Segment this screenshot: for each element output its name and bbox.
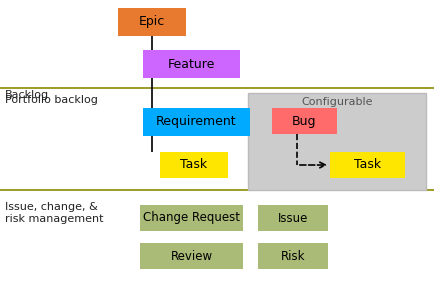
Text: Task: Task xyxy=(181,158,207,171)
FancyBboxPatch shape xyxy=(248,93,426,190)
FancyBboxPatch shape xyxy=(140,243,243,269)
Text: Task: Task xyxy=(354,158,381,171)
FancyBboxPatch shape xyxy=(118,8,186,36)
Text: Requirement: Requirement xyxy=(156,115,237,128)
FancyBboxPatch shape xyxy=(143,108,250,136)
FancyBboxPatch shape xyxy=(330,152,405,178)
Text: Feature: Feature xyxy=(168,58,215,71)
FancyBboxPatch shape xyxy=(140,205,243,231)
Text: Portfolio backlog: Portfolio backlog xyxy=(5,95,98,105)
Text: Configurable: Configurable xyxy=(301,97,373,107)
Text: Issue, change, &
risk management: Issue, change, & risk management xyxy=(5,202,103,224)
Text: Review: Review xyxy=(171,250,213,262)
Text: Backlog: Backlog xyxy=(5,90,49,100)
FancyBboxPatch shape xyxy=(160,152,228,178)
FancyBboxPatch shape xyxy=(258,205,328,231)
FancyBboxPatch shape xyxy=(272,108,337,134)
FancyBboxPatch shape xyxy=(258,243,328,269)
Text: Epic: Epic xyxy=(139,15,165,28)
Text: Risk: Risk xyxy=(281,250,305,262)
Text: Bug: Bug xyxy=(292,114,317,128)
Text: Change Request: Change Request xyxy=(143,212,240,225)
FancyBboxPatch shape xyxy=(143,50,240,78)
Text: Issue: Issue xyxy=(278,212,308,225)
